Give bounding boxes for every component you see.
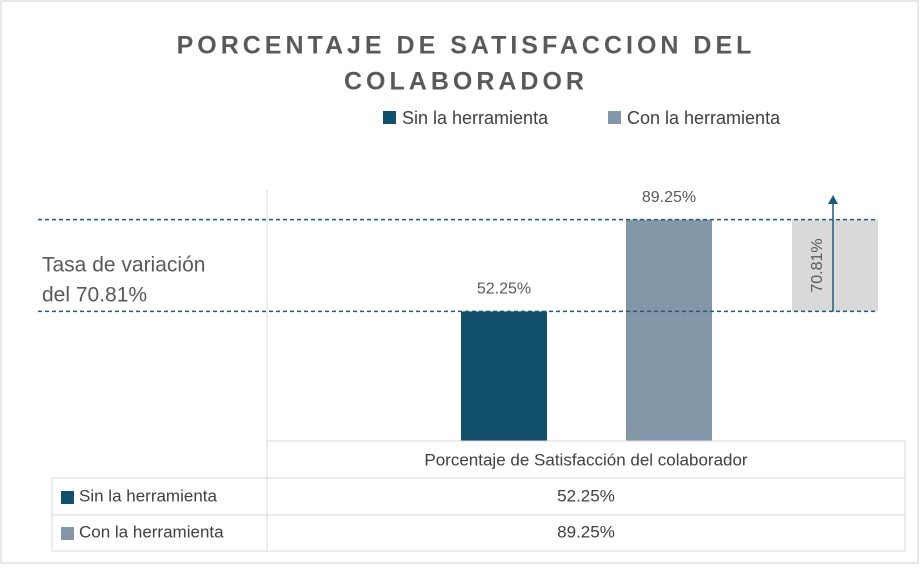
- legend-label: Con la herramienta: [627, 108, 781, 128]
- chart-title: COLABORADOR: [344, 68, 588, 96]
- table-header: Porcentaje de Satisfacción del colaborad…: [424, 450, 748, 469]
- table-swatch: [61, 527, 74, 540]
- variation-box: [792, 219, 878, 312]
- table-cell: 89.25%: [557, 522, 615, 541]
- table-row-label: Con la herramienta: [79, 522, 224, 541]
- data-label: 89.25%: [642, 189, 696, 206]
- bar: [626, 219, 712, 441]
- table-swatch: [61, 491, 74, 504]
- variation-label: 70.81%: [809, 238, 826, 292]
- legend-label: Sin la herramienta: [402, 108, 549, 128]
- chart-title: PORCENTAJE DE SATISFACCION DEL: [177, 32, 756, 60]
- table-cell: 52.25%: [557, 486, 615, 505]
- bar: [461, 311, 547, 441]
- table-row-label: Sin la herramienta: [79, 486, 218, 505]
- legend-swatch: [608, 111, 621, 124]
- annotation: del 70.81%: [42, 284, 147, 307]
- annotation: Tasa de variación: [42, 254, 205, 277]
- legend-swatch: [383, 111, 396, 124]
- data-label: 52.25%: [477, 281, 531, 298]
- arrow-head: [828, 195, 838, 204]
